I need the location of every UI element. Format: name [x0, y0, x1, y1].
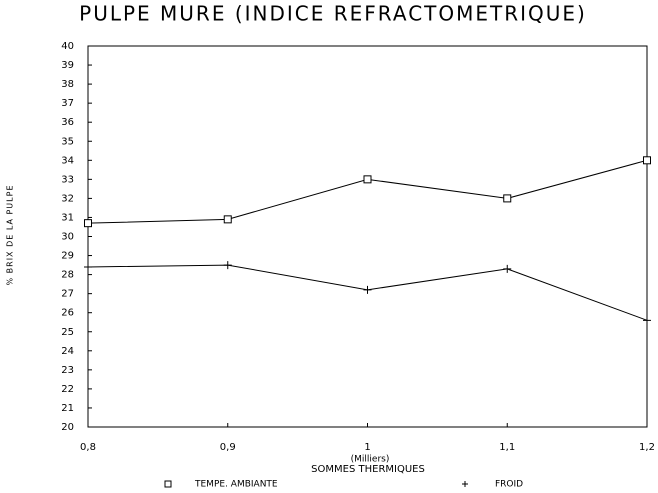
- marker: [503, 194, 512, 203]
- x-tick-label: 1,1: [499, 442, 515, 453]
- y-tick-label: 34: [61, 155, 74, 166]
- y-tick-label: 40: [61, 41, 74, 52]
- marker: [643, 316, 651, 325]
- x-axis-unit: (Milliers): [351, 455, 390, 465]
- y-tick-label: 31: [61, 212, 74, 223]
- y-tick-label: 32: [61, 193, 74, 204]
- y-tick-label: 29: [61, 251, 74, 262]
- y-tick-label: 27: [61, 289, 74, 300]
- chart-title: PULPE MURE (INDICE REFRACTOMETRIQUE): [79, 2, 587, 26]
- y-tick-label: 25: [61, 327, 74, 338]
- legend-marker: [462, 481, 468, 487]
- legend-label: TEMPE. AMBIANTE: [194, 480, 278, 490]
- marker: [643, 156, 651, 165]
- x-tick-label: 1: [364, 442, 370, 453]
- x-tick-label: 0,9: [220, 442, 236, 453]
- y-tick-label: 39: [61, 60, 74, 71]
- legend-label: FROID: [495, 480, 523, 490]
- marker: [223, 215, 232, 224]
- x-axis-label: SOMMES THERMIQUES: [311, 464, 425, 475]
- y-axis-label: % BRIX DE LA PULPE: [6, 184, 15, 285]
- series-line: [87, 159, 648, 224]
- y-tick-label: 38: [61, 79, 74, 90]
- marker: [503, 264, 512, 273]
- y-tick-label: 22: [61, 384, 74, 395]
- y-tick-label: 37: [61, 98, 74, 109]
- y-tick-label: 35: [61, 136, 74, 147]
- y-tick-label: 23: [61, 365, 74, 376]
- y-tick-label: 30: [61, 232, 74, 243]
- marker: [84, 262, 92, 271]
- plot-frame: [87, 45, 648, 428]
- marker: [363, 175, 372, 184]
- x-tick-label: 0,8: [80, 442, 96, 453]
- y-tick-label: 26: [61, 308, 74, 319]
- y-tick-label: 20: [61, 422, 74, 433]
- y-tick-label: 21: [61, 403, 74, 414]
- marker: [223, 261, 232, 270]
- x-tick-label: 1,2: [639, 442, 655, 453]
- y-tick-label: 24: [61, 346, 74, 357]
- y-tick-label: 28: [61, 270, 74, 281]
- y-tick-label: 33: [61, 174, 74, 185]
- legend-marker: [164, 480, 172, 488]
- marker: [363, 285, 372, 294]
- marker: [84, 219, 92, 228]
- y-tick-label: 36: [61, 117, 74, 128]
